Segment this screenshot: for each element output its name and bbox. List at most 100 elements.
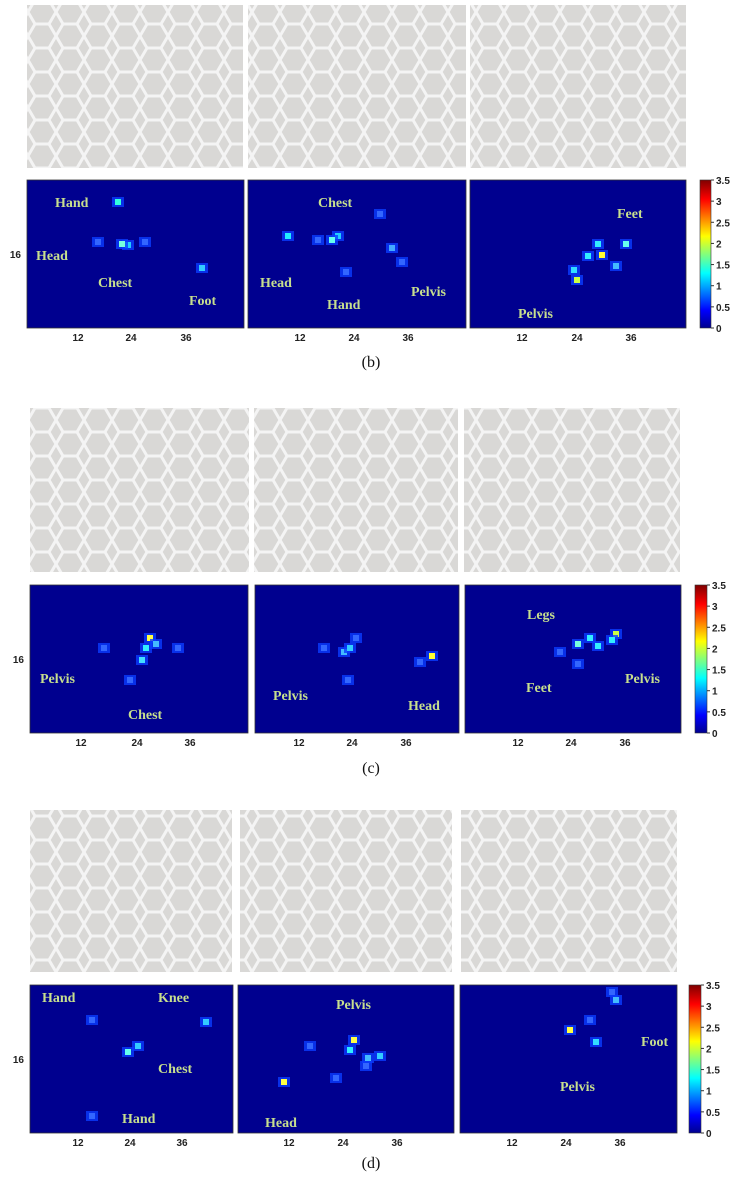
body-label: Hand xyxy=(122,1112,156,1127)
body-label: Pelvis xyxy=(40,672,76,687)
pressure-spot xyxy=(399,259,405,265)
x-tick-label: 36 xyxy=(176,1138,188,1149)
pressure-spot xyxy=(175,645,181,651)
heatmap xyxy=(237,984,455,1134)
x-tick-label: 24 xyxy=(124,1138,136,1149)
pressure-spot xyxy=(429,653,435,659)
photo xyxy=(30,408,249,572)
x-tick-label: 36 xyxy=(402,333,414,344)
body-label: Chest xyxy=(98,276,133,291)
colorbar-tick-label: 3.5 xyxy=(712,581,726,592)
pressure-spot xyxy=(609,989,615,995)
x-tick-label: 36 xyxy=(184,738,196,749)
pressure-spot xyxy=(389,245,395,251)
pressure-spot xyxy=(333,1075,339,1081)
photo xyxy=(248,5,466,168)
pressure-spot xyxy=(127,677,133,683)
x-tick-label: 12 xyxy=(75,738,87,749)
x-tick-label: 36 xyxy=(625,333,637,344)
body-label: Hand xyxy=(42,991,76,1006)
x-tick-label: 24 xyxy=(560,1138,572,1149)
photo xyxy=(240,810,452,972)
x-tick-label: 12 xyxy=(294,333,306,344)
x-tick-label: 12 xyxy=(293,738,305,749)
colorbar-tick-label: 3.5 xyxy=(716,176,730,187)
heatmap xyxy=(26,179,245,329)
x-tick-label: 12 xyxy=(72,1138,84,1149)
body-label: Feet xyxy=(526,681,552,696)
photo xyxy=(470,5,686,168)
x-tick-label: 36 xyxy=(619,738,631,749)
colorbar-tick-label: 3.5 xyxy=(706,981,720,992)
body-label: Head xyxy=(36,249,68,264)
colorbar-tick-label: 2.5 xyxy=(716,218,730,229)
y-tick-label: 16 xyxy=(10,250,22,261)
colorbar-tick-label: 1.5 xyxy=(712,666,726,677)
x-tick-label: 36 xyxy=(391,1138,403,1149)
x-tick-label: 24 xyxy=(337,1138,349,1149)
pressure-spot xyxy=(142,239,148,245)
pressure-spot xyxy=(101,645,107,651)
pressure-spot xyxy=(115,199,121,205)
pressure-spot xyxy=(95,239,101,245)
body-label: Foot xyxy=(189,294,217,309)
pressure-spot xyxy=(609,637,615,643)
x-tick-label: 12 xyxy=(506,1138,518,1149)
colorbar-tick-label: 0 xyxy=(706,1129,712,1140)
body-label: Hand xyxy=(55,196,89,211)
pressure-spot xyxy=(345,677,351,683)
body-label: Knee xyxy=(158,991,189,1006)
pressure-spot xyxy=(125,1049,131,1055)
pressure-spot xyxy=(119,241,125,247)
y-tick-label: 16 xyxy=(13,1055,25,1066)
colorbar xyxy=(699,179,712,329)
pressure-spot xyxy=(571,267,577,273)
colorbar-tick-label: 1 xyxy=(706,1087,712,1098)
colorbar-tick-label: 3 xyxy=(706,1002,712,1013)
pressure-spot xyxy=(343,269,349,275)
pressure-spot xyxy=(281,1079,287,1085)
photo xyxy=(30,810,232,972)
photo xyxy=(27,5,243,168)
colorbar xyxy=(688,984,702,1134)
caption: (b) xyxy=(362,354,381,371)
colorbar xyxy=(694,584,708,734)
body-label: Head xyxy=(260,276,292,291)
x-tick-label: 36 xyxy=(180,333,192,344)
colorbar-tick-label: 0.5 xyxy=(706,1108,720,1119)
body-label: Foot xyxy=(641,1035,669,1050)
pressure-spot xyxy=(595,643,601,649)
colorbar-tick-label: 0.5 xyxy=(716,303,730,314)
pressure-spot xyxy=(613,263,619,269)
body-label: Chest xyxy=(318,196,353,211)
colorbar-tick-label: 2.5 xyxy=(706,1023,720,1034)
colorbar-tick-label: 1 xyxy=(716,282,722,293)
pressure-spot xyxy=(89,1113,95,1119)
pressure-spot xyxy=(285,233,291,239)
x-tick-label: 12 xyxy=(72,333,84,344)
body-label: Head xyxy=(265,1116,297,1131)
body-label: Pelvis xyxy=(625,672,661,687)
pressure-spot xyxy=(89,1017,95,1023)
pressure-spot xyxy=(203,1019,209,1025)
pressure-spot xyxy=(613,631,619,637)
caption: (c) xyxy=(362,760,380,777)
pressure-spot xyxy=(599,252,605,258)
pressure-spot xyxy=(557,649,563,655)
pressure-spot xyxy=(575,641,581,647)
pressure-spot xyxy=(365,1055,371,1061)
body-label: Chest xyxy=(128,708,163,723)
pressure-spot xyxy=(307,1043,313,1049)
colorbar-tick-label: 1.5 xyxy=(716,261,730,272)
colorbar-tick-label: 1 xyxy=(712,687,718,698)
pressure-spot xyxy=(329,237,335,243)
colorbar-tick-label: 1.5 xyxy=(706,1066,720,1077)
body-label: Pelvis xyxy=(560,1080,596,1095)
colorbar-tick-label: 0 xyxy=(712,729,718,740)
colorbar-tick-label: 3 xyxy=(716,197,722,208)
x-tick-label: 12 xyxy=(516,333,528,344)
x-tick-label: 12 xyxy=(512,738,524,749)
pressure-spot xyxy=(587,635,593,641)
body-label: Chest xyxy=(158,1062,193,1077)
